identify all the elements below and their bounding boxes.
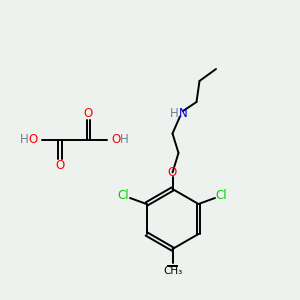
Text: N: N: [178, 106, 188, 120]
Text: O: O: [111, 133, 120, 146]
Text: O: O: [56, 159, 64, 172]
Text: H: H: [170, 106, 179, 120]
Text: H: H: [20, 133, 28, 146]
Text: CH₃: CH₃: [163, 266, 182, 277]
Text: O: O: [168, 166, 177, 179]
Text: H: H: [120, 133, 129, 146]
Text: Cl: Cl: [118, 189, 129, 202]
Text: O: O: [84, 107, 93, 120]
Text: O: O: [28, 133, 38, 146]
Text: Cl: Cl: [216, 189, 227, 202]
